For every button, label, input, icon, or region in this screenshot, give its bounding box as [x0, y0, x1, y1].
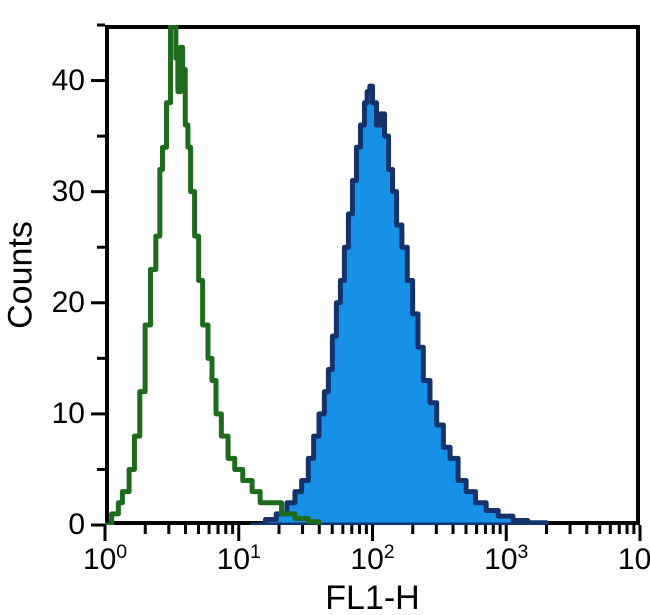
x-tick-label: 104	[618, 543, 650, 577]
y-tick-label: 10	[52, 397, 85, 431]
x-axis-title-text: FL1-H	[325, 579, 419, 615]
x-tick-label: 101	[217, 543, 261, 577]
x-tick-label: 103	[484, 543, 528, 577]
y-tick-label: 20	[52, 286, 85, 320]
x-tick-label: 100	[83, 543, 127, 577]
plot-svg	[0, 0, 650, 615]
y-tick-label: 0	[68, 508, 85, 542]
y-axis-title-text: Counts	[2, 221, 40, 329]
y-axis-title: Counts	[2, 221, 41, 329]
y-tick-label: 40	[52, 64, 85, 98]
x-tick-label: 102	[350, 543, 394, 577]
y-tick-label: 30	[52, 175, 85, 209]
chart-frame: Counts FL1-H 0 10 20 30 40 100 101 102 103 104	[0, 0, 650, 615]
x-axis-title: FL1-H	[325, 579, 419, 615]
